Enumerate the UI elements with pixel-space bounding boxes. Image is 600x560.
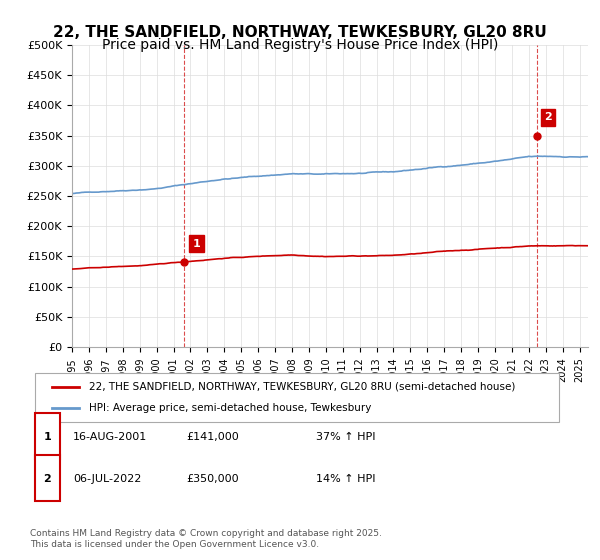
Text: 2: 2 bbox=[544, 113, 552, 123]
Text: 37% ↑ HPI: 37% ↑ HPI bbox=[316, 432, 376, 441]
FancyBboxPatch shape bbox=[35, 455, 60, 501]
Text: £350,000: £350,000 bbox=[187, 474, 239, 483]
Text: Price paid vs. HM Land Registry's House Price Index (HPI): Price paid vs. HM Land Registry's House … bbox=[102, 38, 498, 52]
Text: 2: 2 bbox=[43, 474, 51, 483]
FancyBboxPatch shape bbox=[35, 413, 60, 459]
Text: Contains HM Land Registry data © Crown copyright and database right 2025.
This d: Contains HM Land Registry data © Crown c… bbox=[30, 529, 382, 549]
Text: 1: 1 bbox=[193, 239, 200, 249]
Text: 1: 1 bbox=[43, 432, 51, 441]
Text: 06-JUL-2022: 06-JUL-2022 bbox=[73, 474, 142, 483]
Text: 22, THE SANDFIELD, NORTHWAY, TEWKESBURY, GL20 8RU (semi-detached house): 22, THE SANDFIELD, NORTHWAY, TEWKESBURY,… bbox=[89, 381, 516, 391]
Text: HPI: Average price, semi-detached house, Tewkesbury: HPI: Average price, semi-detached house,… bbox=[89, 403, 372, 413]
FancyBboxPatch shape bbox=[35, 374, 559, 422]
Text: 14% ↑ HPI: 14% ↑ HPI bbox=[316, 474, 376, 483]
Text: 22, THE SANDFIELD, NORTHWAY, TEWKESBURY, GL20 8RU: 22, THE SANDFIELD, NORTHWAY, TEWKESBURY,… bbox=[53, 25, 547, 40]
Text: 16-AUG-2001: 16-AUG-2001 bbox=[73, 432, 148, 441]
Text: £141,000: £141,000 bbox=[187, 432, 239, 441]
